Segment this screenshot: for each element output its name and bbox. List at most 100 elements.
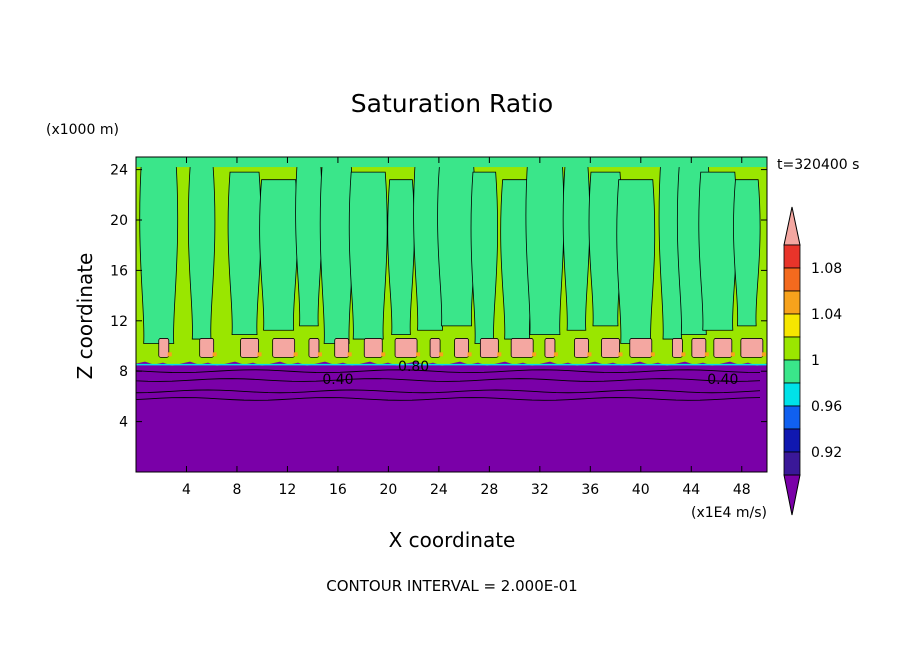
contour-interval-footer: CONTOUR INTERVAL = 2.000E-01	[326, 577, 577, 595]
supersaturation-edge	[293, 352, 298, 357]
x-tick-label: 4	[182, 482, 191, 498]
supersaturation-cell	[691, 338, 707, 358]
colorbar-bin	[783, 382, 801, 407]
x-tick-label: 16	[329, 482, 347, 498]
plume-region	[616, 179, 656, 344]
supersaturation-edge	[416, 352, 421, 357]
supersaturation-edge	[317, 352, 322, 357]
contour-line	[136, 369, 761, 374]
colorbar-label: 0.96	[811, 399, 842, 415]
supersaturation-cell	[510, 338, 534, 358]
plume-region	[259, 179, 298, 331]
plot-area: 0.40 0.80 0.40	[135, 156, 768, 473]
colorbar-bin	[783, 336, 801, 361]
supersaturation-edge	[730, 352, 735, 357]
supersaturation-edge	[167, 352, 172, 357]
supersaturation-cell	[429, 338, 441, 358]
contour-line	[136, 389, 761, 394]
y-tick-label: 4	[119, 415, 128, 431]
plume-region	[227, 171, 262, 336]
supersaturation-cell	[544, 338, 556, 358]
supersaturation-edge	[439, 352, 444, 357]
plume-region	[733, 179, 761, 327]
supersaturation-cell	[574, 338, 589, 358]
top-green-band	[136, 157, 767, 168]
colorbar-bin	[783, 313, 801, 338]
plume-region	[525, 157, 565, 336]
y-tick-label: 12	[110, 314, 128, 330]
supersaturation-cell	[629, 338, 653, 358]
supersaturation-edge	[467, 352, 472, 357]
x-unit-label: (x1E4 m/s)	[691, 505, 767, 521]
x-axis-label: X coordinate	[389, 528, 516, 552]
x-tick-label: 32	[531, 482, 549, 498]
y-tick-label: 8	[119, 364, 128, 380]
supersaturation-cell	[601, 338, 620, 358]
dry-lower-region	[136, 361, 767, 472]
colorbar-bin	[783, 451, 801, 476]
supersaturation-edge	[618, 352, 623, 357]
plume-region	[348, 171, 388, 340]
supersaturation-edge	[587, 352, 592, 357]
supersaturation-edge	[650, 352, 655, 357]
plume-region	[139, 157, 179, 344]
plume-region	[470, 171, 498, 344]
colorbar-bin	[783, 359, 801, 384]
plume-region	[698, 171, 738, 331]
supersaturation-cell	[334, 338, 350, 358]
supersaturation-cell	[272, 338, 296, 358]
supersaturation-edge	[553, 352, 558, 357]
supersaturation-cell	[713, 338, 733, 358]
x-tick-label: 44	[682, 482, 700, 498]
supersaturation-edge	[497, 352, 502, 357]
x-tick-label: 12	[279, 482, 297, 498]
colorbar-over-arrow	[783, 206, 801, 246]
plume-region	[319, 164, 354, 344]
y-tick-label: 20	[110, 213, 128, 229]
time-label: t=320400 s	[777, 157, 859, 173]
colorbar-bin	[783, 267, 801, 292]
colorbar: 1.08 1.04 1 0.96 0.92	[783, 206, 842, 516]
supersaturation-edge	[761, 352, 766, 357]
supersaturation-cell	[740, 338, 764, 358]
colorbar-label: 1.04	[811, 307, 842, 323]
supersaturation-edge	[212, 352, 217, 357]
x-tick-label: 20	[379, 482, 397, 498]
chart-title: Saturation Ratio	[351, 89, 553, 118]
y-unit-label: (x1000 m)	[46, 122, 119, 138]
supersaturation-cell	[454, 338, 469, 358]
x-tick-label: 40	[632, 482, 650, 498]
field-group: 0.40 0.80 0.40	[136, 157, 767, 472]
plot-frame	[135, 156, 768, 473]
supersaturation-cell	[308, 338, 320, 358]
contour-label: 0.80	[398, 359, 429, 375]
x-tick-label: 8	[232, 482, 241, 498]
contour-line	[136, 378, 761, 382]
supersaturation-edge	[381, 352, 386, 357]
supersaturation-cell	[394, 338, 418, 358]
supersaturation-cell	[479, 338, 499, 358]
colorbar-bin	[783, 244, 801, 269]
plume-region	[387, 179, 415, 336]
supersaturation-edge	[532, 352, 537, 357]
supersaturation-edge	[347, 352, 352, 357]
supersaturation-edge	[704, 352, 709, 357]
supersaturation-cell	[671, 338, 683, 358]
colorbar-label: 0.92	[811, 445, 842, 461]
plume-region	[295, 157, 323, 327]
x-tick-label: 48	[733, 482, 751, 498]
x-tick-label: 28	[480, 482, 498, 498]
y-tick-label: 24	[110, 163, 128, 179]
plume-region	[437, 164, 476, 327]
contour-label: 0.40	[322, 372, 353, 388]
colorbar-under-arrow	[783, 474, 801, 516]
colorbar-label: 1	[811, 353, 820, 369]
supersaturation-edge	[257, 352, 262, 357]
supersaturation-cell	[199, 338, 215, 358]
x-tick-label: 24	[430, 482, 448, 498]
supersaturation-edge	[681, 352, 686, 357]
colorbar-bin	[783, 405, 801, 430]
colorbar-bin	[783, 428, 801, 453]
